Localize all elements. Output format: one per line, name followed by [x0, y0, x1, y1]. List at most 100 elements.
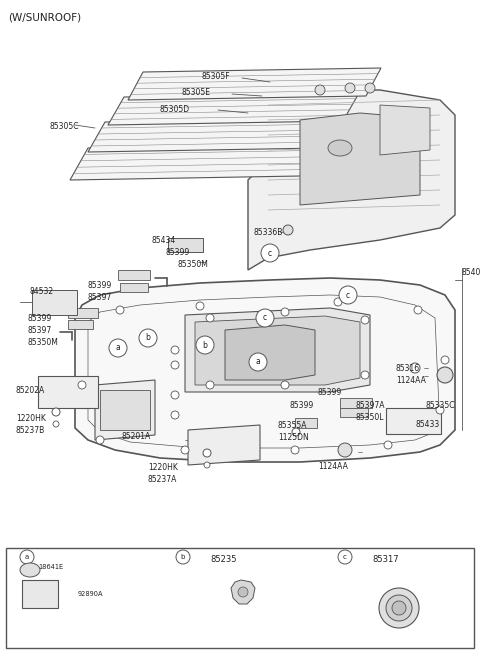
Text: 85305C: 85305C	[50, 122, 80, 131]
Circle shape	[204, 462, 210, 468]
Circle shape	[196, 302, 204, 310]
Text: c: c	[268, 249, 272, 258]
Circle shape	[171, 391, 179, 399]
Circle shape	[283, 225, 293, 235]
Circle shape	[281, 308, 289, 316]
Bar	[6, 548, 474, 648]
Circle shape	[345, 83, 355, 93]
Text: 85399: 85399	[88, 281, 112, 290]
Circle shape	[392, 601, 406, 615]
Circle shape	[386, 595, 412, 621]
Polygon shape	[95, 380, 155, 440]
Text: 85399: 85399	[165, 248, 189, 257]
Bar	[118, 270, 150, 280]
Text: 85434: 85434	[152, 236, 176, 245]
Text: 85350M: 85350M	[178, 260, 209, 269]
Text: a: a	[256, 358, 260, 367]
Circle shape	[384, 441, 392, 449]
Bar	[386, 408, 441, 434]
Circle shape	[196, 336, 214, 354]
Circle shape	[171, 346, 179, 354]
Bar	[68, 308, 98, 318]
Circle shape	[414, 306, 422, 314]
Polygon shape	[231, 580, 255, 604]
Text: 85350M: 85350M	[28, 338, 59, 347]
Text: a: a	[116, 344, 120, 352]
Circle shape	[338, 443, 352, 457]
Text: a: a	[25, 554, 29, 560]
Bar	[168, 238, 203, 252]
Text: 84532: 84532	[30, 287, 54, 296]
Text: 85317: 85317	[372, 554, 398, 564]
Circle shape	[20, 550, 34, 564]
Circle shape	[203, 449, 211, 457]
Polygon shape	[248, 90, 455, 270]
Circle shape	[437, 367, 453, 383]
Text: 85399: 85399	[290, 401, 314, 410]
Circle shape	[109, 339, 127, 357]
Circle shape	[291, 446, 299, 454]
Circle shape	[365, 83, 375, 93]
Text: 85399: 85399	[318, 388, 342, 397]
Text: 1220HK: 1220HK	[16, 414, 46, 423]
Text: 85397A: 85397A	[356, 401, 385, 410]
Circle shape	[206, 314, 214, 322]
Circle shape	[171, 361, 179, 369]
Polygon shape	[108, 93, 359, 125]
Text: 85397: 85397	[28, 326, 52, 335]
Text: 85305E: 85305E	[181, 88, 210, 97]
Circle shape	[249, 353, 267, 371]
Bar	[340, 408, 368, 417]
Text: 92890A: 92890A	[78, 591, 104, 597]
Polygon shape	[380, 105, 430, 155]
Bar	[340, 398, 372, 408]
Polygon shape	[225, 325, 315, 380]
Bar	[295, 418, 317, 428]
Circle shape	[176, 550, 190, 564]
Text: 85399: 85399	[28, 314, 52, 323]
Circle shape	[379, 588, 419, 628]
Text: 85401: 85401	[462, 268, 480, 277]
Text: 85305D: 85305D	[160, 105, 190, 114]
Text: 85305F: 85305F	[202, 72, 230, 81]
Circle shape	[139, 329, 157, 347]
Circle shape	[315, 85, 325, 95]
Text: 85235: 85235	[210, 554, 237, 564]
Circle shape	[206, 381, 214, 389]
Bar	[22, 580, 58, 608]
Circle shape	[261, 244, 279, 262]
Text: (W/SUNROOF): (W/SUNROOF)	[8, 12, 81, 22]
Polygon shape	[195, 316, 360, 385]
Circle shape	[334, 298, 342, 306]
Circle shape	[281, 381, 289, 389]
Circle shape	[181, 446, 189, 454]
Text: 1125DN: 1125DN	[278, 433, 309, 442]
Circle shape	[52, 408, 60, 416]
Text: 1124AA: 1124AA	[318, 462, 348, 471]
Circle shape	[441, 356, 449, 364]
Bar	[32, 290, 77, 315]
Text: 85433: 85433	[416, 420, 440, 429]
Polygon shape	[88, 118, 340, 152]
Bar	[38, 376, 98, 408]
Circle shape	[410, 363, 420, 373]
Circle shape	[171, 411, 179, 419]
Text: 85397: 85397	[88, 293, 112, 302]
Ellipse shape	[238, 587, 248, 597]
Bar	[120, 283, 148, 292]
Text: 85237A: 85237A	[148, 475, 178, 484]
Polygon shape	[300, 113, 420, 205]
Text: 85336B: 85336B	[253, 228, 282, 237]
Polygon shape	[128, 68, 381, 100]
Circle shape	[292, 428, 300, 436]
Text: c: c	[263, 314, 267, 323]
Circle shape	[436, 406, 444, 414]
Text: 85316: 85316	[396, 364, 420, 373]
Text: 18641E: 18641E	[38, 564, 63, 570]
Circle shape	[338, 550, 352, 564]
Circle shape	[339, 286, 357, 304]
Text: 1124AA: 1124AA	[396, 376, 426, 385]
Bar	[100, 390, 150, 430]
Text: c: c	[343, 554, 347, 560]
Ellipse shape	[328, 140, 352, 156]
